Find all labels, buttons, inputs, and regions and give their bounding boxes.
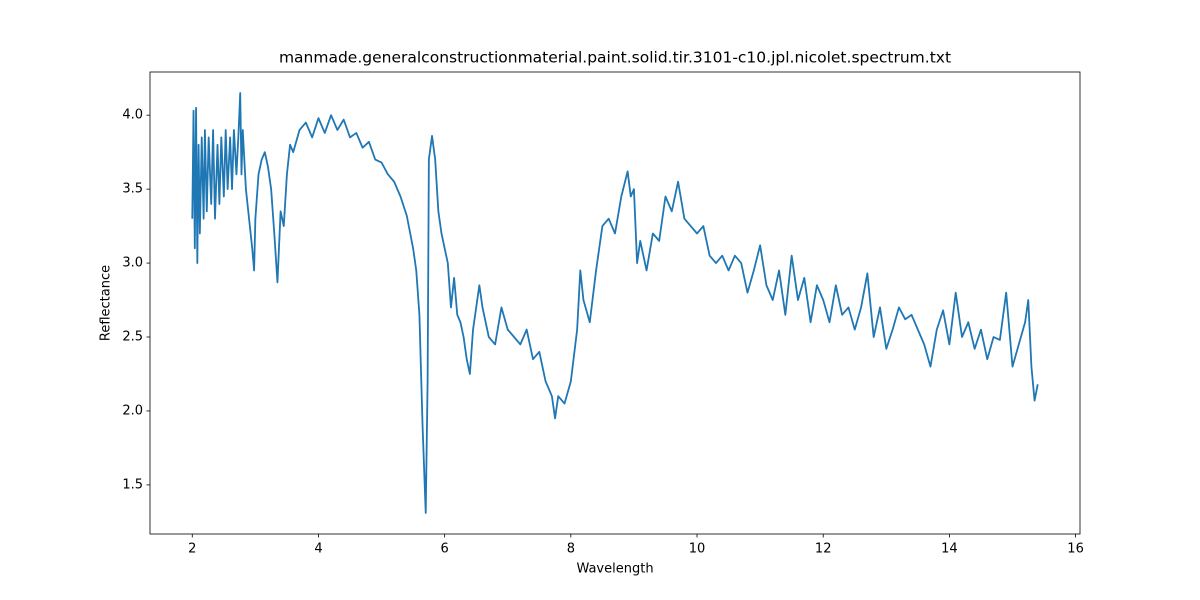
x-tick-label: 2 bbox=[188, 542, 196, 557]
y-tick-label: 4.0 bbox=[122, 108, 143, 123]
spectrum-line bbox=[191, 92, 1039, 514]
x-axis-label: Wavelength bbox=[576, 562, 653, 577]
y-tick-label: 2.5 bbox=[122, 330, 143, 345]
x-tick-label: 12 bbox=[815, 542, 832, 557]
y-tick-label: 3.0 bbox=[122, 256, 143, 271]
x-tick-label: 16 bbox=[1067, 542, 1084, 557]
plot-area bbox=[191, 92, 1039, 514]
x-tick-label: 8 bbox=[567, 542, 575, 557]
x-tick-label: 4 bbox=[314, 542, 322, 557]
y-tick-label: 1.5 bbox=[122, 477, 143, 492]
chart-title: manmade.generalconstructionmaterial.pain… bbox=[279, 49, 951, 67]
axes-frame bbox=[149, 71, 1081, 535]
y-tick-label: 3.5 bbox=[122, 182, 143, 197]
y-tick-label: 2.0 bbox=[122, 403, 143, 418]
x-tick-label: 10 bbox=[689, 542, 706, 557]
y-axis-label: Reflectance bbox=[99, 265, 114, 341]
x-tick-label: 6 bbox=[441, 542, 449, 557]
x-tick-label: 14 bbox=[941, 542, 958, 557]
